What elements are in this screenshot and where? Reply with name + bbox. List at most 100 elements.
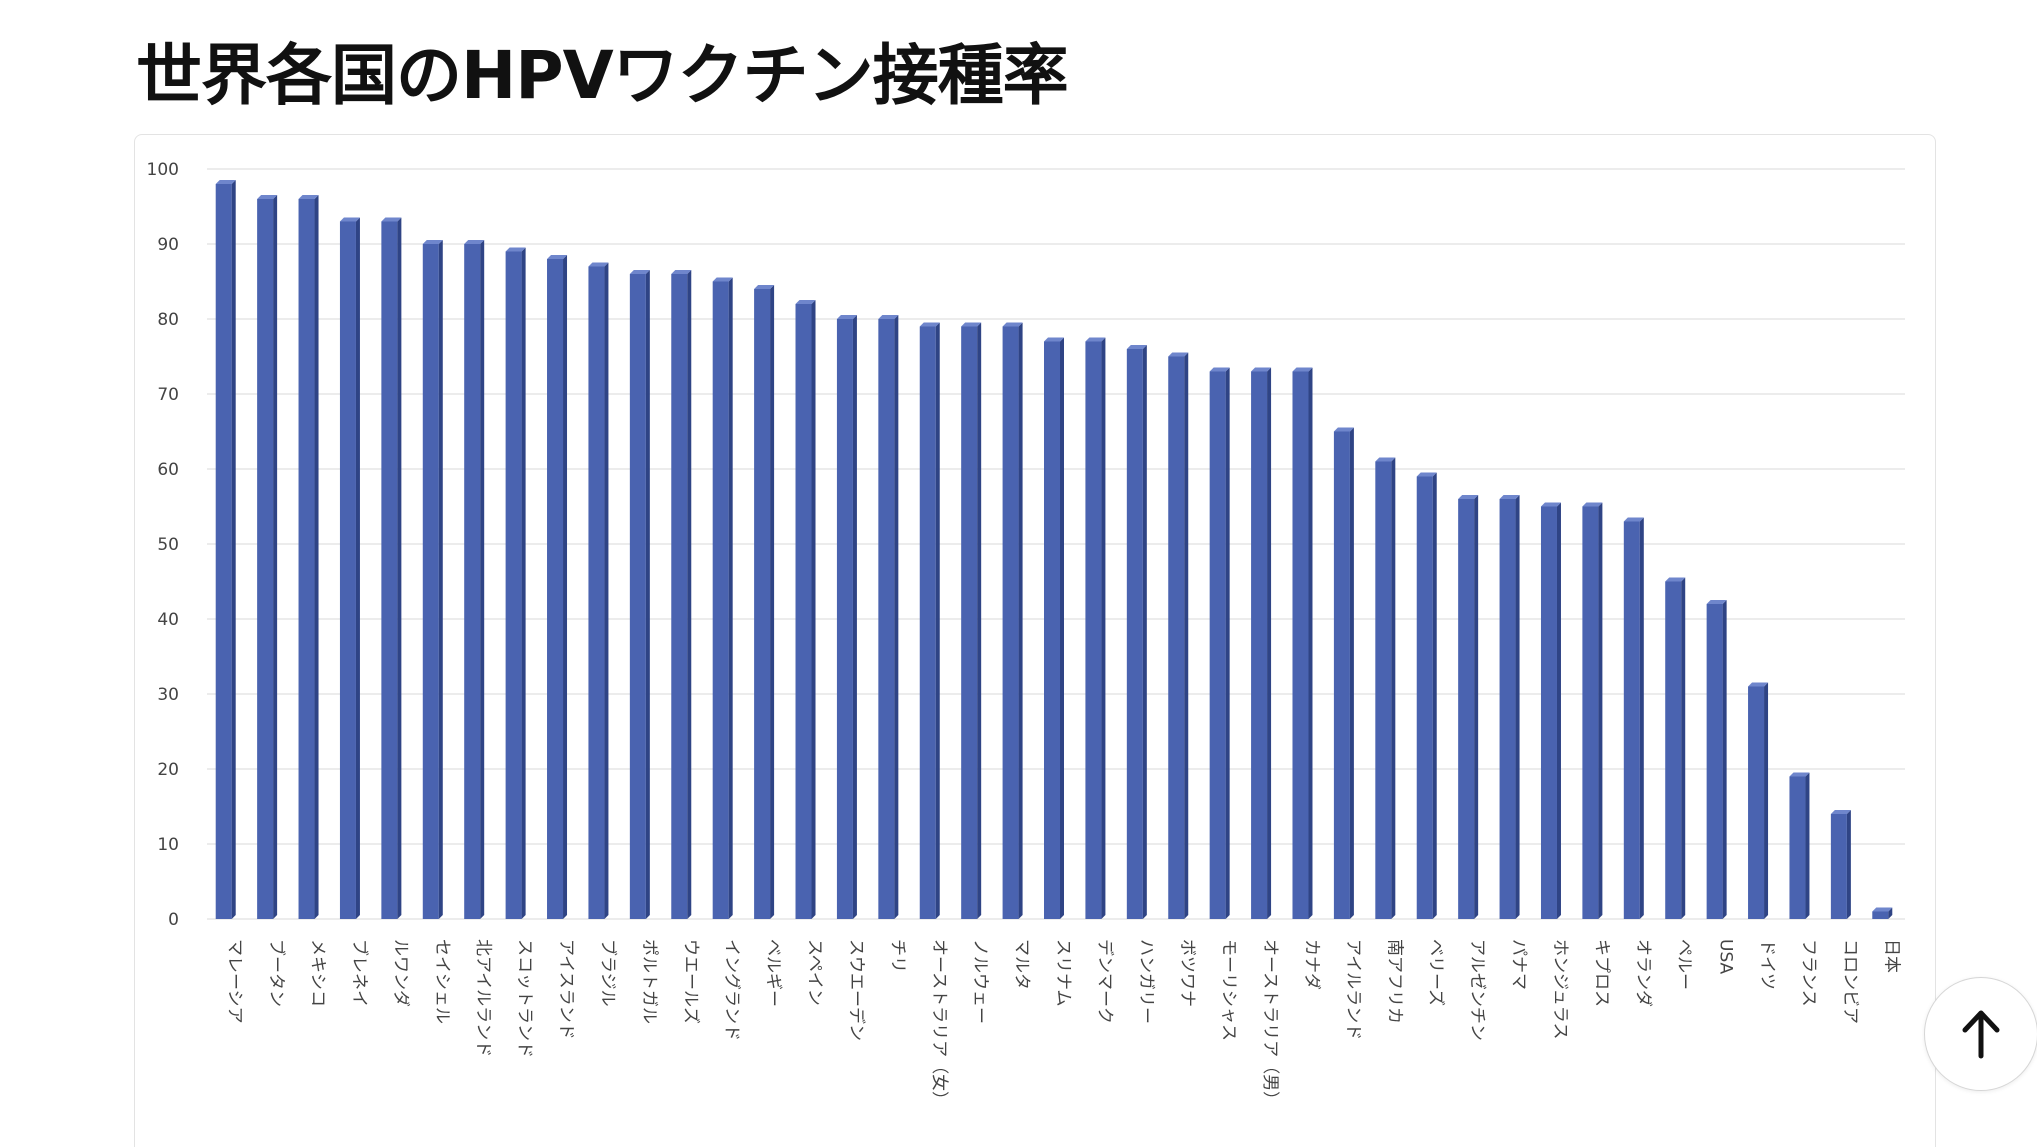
- bar: [671, 270, 692, 919]
- bar-face: [1375, 461, 1392, 919]
- bar: [1706, 600, 1727, 919]
- bar-face: [1044, 341, 1060, 919]
- x-tick-label: スコットランド: [515, 939, 535, 1058]
- bar-face: [754, 289, 771, 919]
- bar-face: [298, 199, 315, 919]
- bar: [1292, 367, 1313, 919]
- x-tick-label: コロンビア: [1840, 939, 1860, 1024]
- bar-face: [1458, 499, 1475, 919]
- bar: [712, 277, 733, 919]
- bar-face: [1582, 506, 1599, 919]
- bar-top: [257, 195, 278, 199]
- x-tick-label: パナマ: [1509, 939, 1529, 990]
- x-tick-label: マレーシア: [225, 939, 245, 1024]
- x-tick-label: アイルランド: [1343, 939, 1363, 1040]
- bar: [629, 270, 650, 919]
- bar-face: [1002, 326, 1019, 919]
- bar: [1126, 345, 1147, 919]
- bar-top: [1209, 367, 1230, 372]
- bar-top: [1126, 345, 1147, 349]
- bar-side: [728, 277, 733, 919]
- x-tick-label: メキシコ: [308, 939, 328, 1007]
- x-tick-label: オーストラリア（女）: [929, 939, 949, 1108]
- bar-face: [1706, 604, 1723, 919]
- bar-top: [1002, 322, 1023, 327]
- arrow-up-icon: [1962, 1010, 2000, 1059]
- bar-side: [1184, 352, 1189, 919]
- y-tick-label: 10: [157, 835, 179, 855]
- bar-side: [1391, 457, 1396, 919]
- bar-top: [1416, 472, 1437, 477]
- x-tick-label: ドイツ: [1757, 939, 1777, 990]
- bar: [1168, 352, 1189, 919]
- bar-side: [811, 300, 816, 919]
- scroll-to-top-button[interactable]: [1924, 977, 2037, 1091]
- x-tick-label: イングランド: [722, 939, 742, 1041]
- bar-face: [1499, 499, 1516, 919]
- bar-top: [298, 195, 319, 199]
- bar-face: [1872, 911, 1889, 919]
- bar: [1002, 322, 1023, 919]
- bar-face: [215, 184, 232, 919]
- bar: [1416, 472, 1437, 919]
- x-tick-label: マルタ: [1012, 939, 1032, 990]
- bar-top: [339, 217, 360, 222]
- bar-top: [712, 277, 733, 282]
- bar-face: [629, 274, 646, 919]
- bar-face: [1748, 686, 1765, 919]
- bar: [1375, 457, 1396, 919]
- x-tick-label: モーリシャス: [1219, 939, 1239, 1041]
- bar-face: [339, 221, 356, 919]
- bar-side: [894, 315, 899, 919]
- bar-side: [438, 240, 443, 919]
- bar-top: [1582, 502, 1603, 507]
- bar-side: [852, 315, 857, 919]
- bar-top: [795, 300, 816, 304]
- bar-side: [1764, 682, 1769, 919]
- bar-face: [1540, 506, 1557, 919]
- bar: [919, 322, 940, 919]
- bar-side: [563, 255, 568, 919]
- page-title: 世界各国のHPVワクチン接種率: [136, 37, 1069, 114]
- bar-side: [355, 217, 360, 919]
- bar-top: [422, 240, 443, 244]
- x-tick-label: ベルギー: [763, 939, 783, 1007]
- x-tick-label: スリナム: [1053, 939, 1073, 1007]
- bar-top: [1458, 495, 1479, 499]
- bar-side: [935, 322, 940, 919]
- bar-top: [919, 322, 940, 327]
- x-tick-label: スペイン: [805, 939, 825, 1006]
- bar-side: [1225, 367, 1230, 919]
- bar-top: [1168, 352, 1189, 357]
- x-tick-label: アイスランド: [556, 939, 576, 1040]
- bar-top: [1375, 457, 1396, 462]
- bar: [257, 195, 278, 919]
- bar-top: [588, 262, 609, 267]
- bar-face: [1085, 341, 1102, 919]
- bar-top: [1292, 367, 1313, 372]
- bar-face: [795, 304, 812, 919]
- bar: [215, 180, 236, 919]
- bar-top: [1499, 495, 1520, 499]
- x-tick-label: ベリーズ: [1426, 939, 1446, 1006]
- bar-face: [1333, 431, 1350, 919]
- bar: [381, 217, 402, 919]
- bar: [1251, 367, 1272, 919]
- bar: [1872, 907, 1893, 919]
- bar-side: [1598, 502, 1603, 919]
- bar-side: [1308, 367, 1313, 919]
- y-tick-label: 100: [147, 160, 179, 180]
- chart-container: 0 10 20 30 40 50 60 70 80 90 100 マレーシア ブータン メキシコ ブレネイル…: [134, 134, 1936, 1147]
- x-tick-label: ルワンダ: [390, 939, 410, 1007]
- bar-side: [1018, 322, 1023, 919]
- bar-side: [1432, 472, 1437, 919]
- bar-side: [480, 240, 485, 919]
- x-tick-label: セイシェル: [432, 939, 452, 1024]
- bar-top: [1540, 502, 1561, 507]
- bar-top: [381, 217, 402, 222]
- bar-side: [645, 270, 650, 919]
- bar-side: [397, 217, 402, 919]
- bar-top: [961, 322, 982, 327]
- bar-side: [1349, 427, 1354, 919]
- bar-face: [505, 251, 522, 919]
